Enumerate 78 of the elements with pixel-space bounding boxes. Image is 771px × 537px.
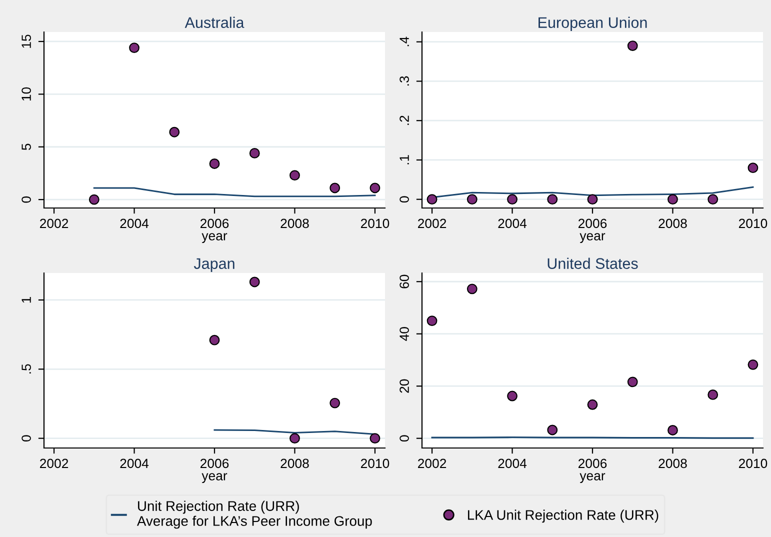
x-axis-title: year <box>202 473 228 484</box>
x-tick-label: 2002 <box>40 218 68 228</box>
x-tick-label: 2006 <box>578 218 607 228</box>
point <box>209 334 220 346</box>
x-tick-label: 2004 <box>120 458 149 468</box>
point <box>708 194 718 205</box>
x-tick-label: 2006 <box>578 458 607 468</box>
chart-title: Japan <box>194 258 234 272</box>
point <box>249 276 260 288</box>
x-axis-title: year <box>202 233 228 244</box>
point <box>547 424 558 436</box>
y-tick-label: 40 <box>400 327 409 341</box>
x-tick-label: 2004 <box>498 458 527 468</box>
y-tick-label: .5 <box>22 364 31 374</box>
point <box>708 390 718 400</box>
chart-title: Australia <box>184 16 244 28</box>
x-tick-label: 2008 <box>280 458 309 468</box>
point <box>748 359 758 370</box>
y-tick-label: 5 <box>22 144 31 150</box>
x-tick-label: 2010 <box>360 218 390 228</box>
x-tick-label: 2008 <box>658 218 687 228</box>
x-tick-label: 2006 <box>200 458 229 468</box>
point <box>507 194 518 205</box>
point <box>370 433 380 444</box>
legend-label: Unit Rejection Rate (URR) Average for LKA’s Peer Income Group <box>136 500 372 529</box>
line-series <box>93 187 376 198</box>
point <box>627 376 638 388</box>
x-tick-label: 2004 <box>120 218 149 228</box>
y-tick-label: .3 <box>400 76 409 86</box>
x-tick-label: 2002 <box>40 458 68 468</box>
point <box>587 399 598 410</box>
point <box>209 158 220 169</box>
x-tick-label: 2010 <box>738 218 768 228</box>
x-tick-label: 2006 <box>200 218 229 228</box>
y-tick-label: 10 <box>22 87 31 101</box>
x-axis-title: year <box>580 233 606 244</box>
point <box>129 42 140 54</box>
y-tick-label: 1 <box>22 296 31 303</box>
y-tick-label: 0 <box>400 196 409 202</box>
x-tick-label: 2008 <box>658 458 687 468</box>
y-tick-label: 60 <box>400 274 409 288</box>
x-tick-label: 2002 <box>418 458 446 468</box>
point <box>587 194 598 205</box>
y-tick-label: .2 <box>400 116 409 125</box>
point <box>547 194 558 205</box>
point <box>466 284 478 294</box>
x-tick-label: 2008 <box>280 218 309 228</box>
point <box>330 182 340 194</box>
point <box>466 194 478 205</box>
y-tick-label: .1 <box>400 155 409 164</box>
point <box>668 425 678 436</box>
point <box>426 194 438 205</box>
y-tick-label: 0 <box>400 435 409 442</box>
x-tick-label: 2004 <box>498 218 527 228</box>
point <box>668 194 678 205</box>
x-tick-label: 2010 <box>360 458 390 468</box>
point <box>330 398 340 408</box>
y-tick-label: 0 <box>22 196 31 203</box>
point <box>426 316 438 326</box>
point <box>169 126 180 138</box>
x-tick-label: 2010 <box>738 458 768 468</box>
point <box>748 162 758 174</box>
chart-title: European Union <box>538 16 647 32</box>
point <box>249 148 260 158</box>
y-tick-label: 15 <box>22 34 31 48</box>
point <box>370 182 380 194</box>
x-tick-label: 2002 <box>418 218 446 228</box>
y-tick-label: 0 <box>22 435 31 442</box>
point <box>290 433 300 444</box>
point <box>88 194 100 205</box>
point <box>627 40 638 51</box>
y-tick-label: 20 <box>400 379 409 393</box>
y-tick-label: .4 <box>400 36 409 46</box>
x-axis-title: year <box>580 473 606 484</box>
chart-title: United States <box>548 258 638 269</box>
point <box>290 170 300 181</box>
point <box>507 390 518 402</box>
legend-label: LKA Unit Rejection Rate (URR) <box>468 510 658 523</box>
